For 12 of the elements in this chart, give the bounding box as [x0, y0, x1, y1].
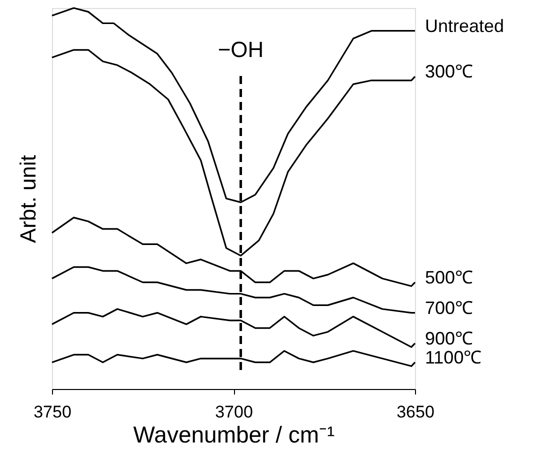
y-axis-title: Arbt. unit — [16, 154, 40, 244]
series-label: 700℃ — [425, 298, 474, 318]
series-label: 300℃ — [425, 62, 474, 82]
x-tick-label: 3750 — [34, 402, 72, 422]
x-tick-label: 3700 — [215, 402, 253, 422]
series-label: 1100℃ — [425, 347, 482, 368]
series-label: 500℃ — [425, 267, 474, 288]
ref-line-label: −OH — [218, 37, 264, 62]
x-tick-label: 3650 — [396, 402, 434, 422]
series-label: Untreated — [425, 16, 504, 36]
x-axis-title: Wavenumber / cm⁻¹ — [133, 422, 336, 448]
series-label: 900℃ — [425, 328, 474, 348]
